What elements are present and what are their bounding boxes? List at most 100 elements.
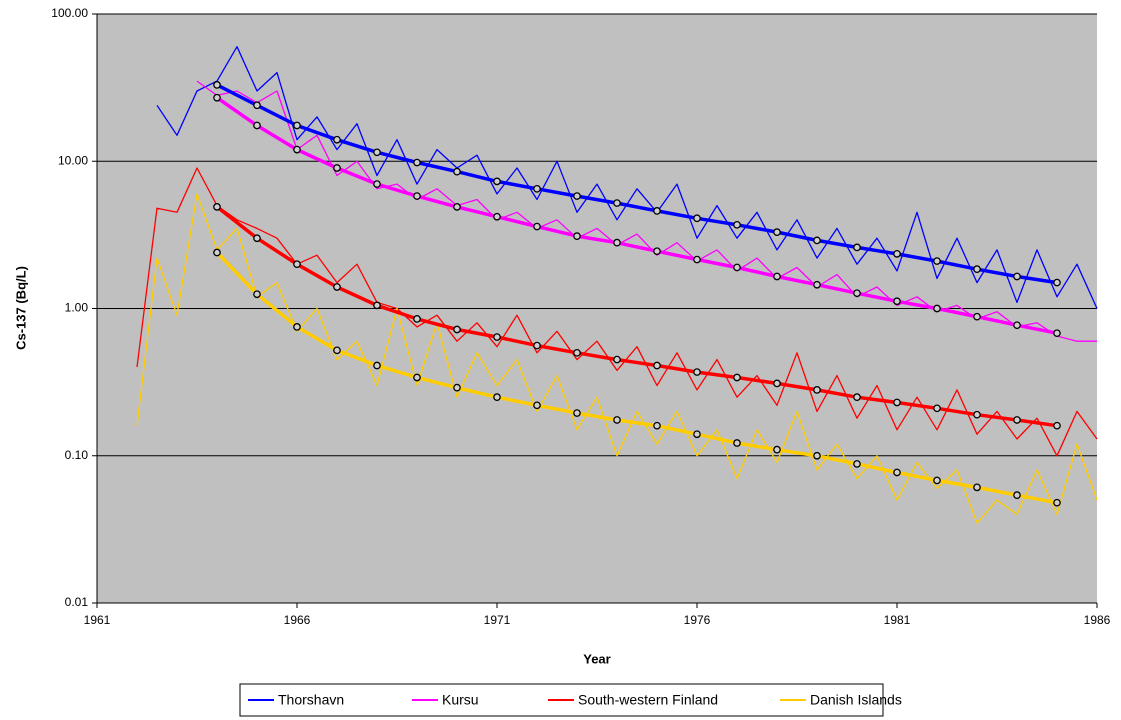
fit-marker [813,386,821,394]
fit-marker [373,148,381,157]
x-tick-label: 1961 [84,613,111,627]
fit-marker [253,121,261,130]
x-tick-label: 1981 [884,613,911,627]
fit-marker [293,260,301,269]
fit-marker [413,192,421,200]
fit-marker [333,135,341,144]
fit-marker [213,93,221,102]
fit-marker [413,315,421,323]
fit-marker [493,393,501,402]
fit-marker [253,290,261,299]
fit-marker [853,460,861,468]
fit-marker [1053,329,1061,338]
fit-marker [413,373,421,382]
fit-marker [613,238,621,247]
y-axis-label: Cs-137 (Bq/L) [13,266,28,350]
fit-marker [773,379,781,388]
fit-marker [493,177,501,186]
fit-marker [253,234,261,243]
y-tick-label: 0.01 [65,595,89,609]
fit-marker [253,101,261,110]
legend-label: Danish Islands [810,692,902,708]
fit-marker [1053,498,1061,507]
fit-marker [773,228,781,236]
fit-marker [1013,321,1021,330]
fit-marker [973,483,981,492]
fit-marker [1053,421,1061,430]
fit-marker [453,203,461,211]
x-tick-label: 1971 [484,613,511,627]
fit-marker [453,167,461,176]
fit-marker [533,341,541,350]
fit-marker [733,373,741,382]
fit-marker [533,222,541,231]
fit-marker [733,439,741,447]
fit-marker [453,325,461,334]
fit-marker [333,283,341,291]
fit-marker [973,410,981,419]
x-tick-label: 1966 [284,613,311,627]
fit-marker [213,203,221,211]
fit-line [216,83,1058,285]
fit-marker [213,248,221,257]
x-tick-label: 1986 [1084,613,1111,627]
fit-marker [893,297,901,306]
fit-marker [533,401,541,410]
fit-marker [293,145,301,154]
fit-marker [813,451,821,460]
fit-marker [493,333,501,341]
fit-marker [853,243,861,252]
fit-marker [573,192,581,200]
fit-marker [573,232,581,240]
fit-marker [733,220,741,229]
fit-marker [893,250,901,258]
legend-label: Thorshavn [278,692,344,708]
fit-marker [973,265,981,274]
fit-marker [813,280,821,289]
fit-marker [933,404,941,413]
fit-marker [773,272,781,281]
fit-marker [293,121,301,130]
fit-marker [733,263,741,272]
fit-marker [573,348,581,357]
fit-marker [613,199,621,207]
fit-marker [653,421,661,430]
fit-marker [1013,416,1021,424]
x-axis-label: Year [583,651,610,666]
fit-marker [893,468,901,477]
y-tick-label: 10.00 [58,153,88,167]
fit-marker [453,383,461,392]
fit-marker [853,289,861,298]
data-line [196,80,1097,342]
fit-marker [893,398,901,407]
fit-marker [693,430,701,439]
fit-marker [333,164,341,172]
fit-marker [853,393,861,402]
fit-marker [973,312,981,321]
y-tick-label: 1.00 [65,301,89,315]
x-tick-label: 1976 [684,613,711,627]
fit-marker [413,158,421,167]
fit-marker [373,180,381,188]
fit-line [216,96,1058,335]
fit-marker [613,416,621,424]
y-tick-label: 100.00 [51,6,88,20]
fit-marker [213,81,221,89]
fit-marker [693,368,701,376]
fit-marker [653,361,661,370]
fit-line [215,251,1058,505]
fit-marker [693,214,701,223]
fit-marker [933,257,941,265]
fit-marker [333,346,341,355]
y-tick-label: 0.10 [65,448,89,462]
fit-marker [533,184,541,193]
fit-marker [693,255,701,264]
fit-line [215,205,1058,428]
fit-marker [373,301,381,310]
fit-marker [1013,272,1021,281]
fit-marker [613,355,621,364]
data-line [136,193,1098,524]
fit-marker [773,445,781,454]
fit-marker [653,207,661,215]
